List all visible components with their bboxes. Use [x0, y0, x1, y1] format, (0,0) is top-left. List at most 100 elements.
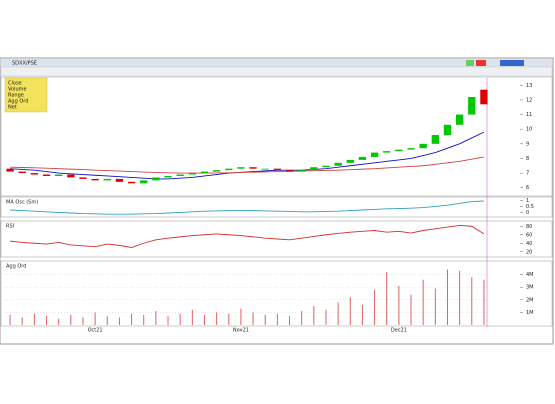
candle [200, 171, 209, 174]
panel-title: Agg Ord [6, 264, 26, 270]
bar [216, 312, 218, 325]
bar [483, 279, 485, 325]
bar [179, 313, 181, 325]
candle [334, 162, 342, 166]
bar [167, 316, 169, 325]
candle [164, 175, 172, 178]
bar [301, 311, 303, 325]
candle [140, 180, 148, 184]
bar [361, 304, 363, 325]
line [10, 200, 484, 215]
y-tick-label: 60 [526, 232, 532, 238]
bar [471, 277, 473, 325]
legend-item: Agg Ord [8, 99, 28, 105]
candle [30, 173, 39, 175]
candle [310, 167, 318, 171]
panel-title: RSI [6, 224, 14, 230]
bar [349, 297, 351, 325]
candle [285, 170, 294, 172]
candle [298, 170, 306, 172]
bar [131, 313, 133, 325]
candle [395, 149, 403, 152]
x-tick-label: Dec21 [391, 328, 407, 334]
y-tick-label: 4M [526, 272, 534, 278]
bar [422, 279, 424, 325]
candle [79, 177, 87, 179]
bar [398, 285, 400, 325]
legend-item: Close [8, 81, 22, 87]
bar [240, 308, 242, 325]
y-tick-label: 1 [526, 198, 529, 204]
bar [106, 316, 108, 325]
toolbar [0, 66, 553, 77]
panel-title: MA Osc (Sm) [6, 200, 38, 206]
y-tick-label: 1M [526, 310, 534, 316]
button[interactable] [500, 60, 524, 66]
candle [115, 178, 124, 182]
candle [225, 168, 233, 171]
line [10, 224, 485, 248]
x-tick-label: Nov21 [233, 328, 249, 334]
bar [459, 270, 461, 325]
symbol: SDXX/PSE [12, 61, 37, 67]
candle [455, 114, 464, 125]
bar [9, 314, 11, 325]
candle [480, 89, 488, 105]
candle [407, 148, 415, 150]
button[interactable] [466, 60, 474, 66]
bar [434, 288, 436, 325]
bar [228, 313, 230, 325]
bar [313, 306, 315, 325]
y-tick-label: 40 [526, 241, 532, 247]
bar [337, 302, 339, 325]
y-tick-label: 13 [526, 83, 532, 89]
y-tick-label: 10 [526, 127, 532, 133]
bar [289, 316, 291, 325]
legend-item: Volume [8, 87, 27, 93]
bar [21, 317, 23, 325]
bar [82, 317, 84, 325]
candle [67, 174, 75, 178]
y-tick-label: 0.5 [526, 204, 534, 210]
bar [155, 311, 157, 325]
candle [383, 151, 391, 153]
bar [276, 313, 278, 325]
candle [127, 181, 136, 184]
bar [118, 317, 120, 325]
legend-item: Range [8, 93, 24, 99]
bar [143, 314, 145, 325]
candle [176, 174, 184, 176]
bar [325, 309, 327, 325]
bar [191, 309, 193, 325]
candle [237, 167, 245, 169]
y-tick-label: 7 [526, 171, 529, 177]
candle [152, 177, 160, 181]
bar [70, 314, 72, 325]
y-tick-label: 20 [526, 249, 532, 255]
panel [0, 76, 553, 197]
bar [203, 314, 205, 325]
title-bar [1, 59, 552, 67]
y-tick-label: 12 [526, 97, 532, 103]
bar [252, 312, 254, 325]
y-tick-label: 8 [526, 156, 529, 162]
candle [249, 167, 257, 169]
bar [33, 313, 35, 325]
button[interactable] [476, 60, 486, 66]
legend-box [4, 77, 48, 113]
y-tick-label: 11 [526, 112, 532, 118]
line [10, 156, 485, 174]
candle [6, 168, 14, 172]
panel [0, 260, 553, 327]
candle [443, 124, 452, 136]
panel [0, 196, 553, 218]
y-tick-label: 80 [526, 224, 532, 230]
candle [188, 173, 196, 175]
panel [0, 220, 553, 258]
y-tick-label: 2M [526, 297, 534, 303]
candle [346, 159, 354, 163]
candle [322, 165, 330, 168]
y-tick-label: 6 [526, 185, 529, 191]
legend-item: Net [8, 105, 17, 111]
